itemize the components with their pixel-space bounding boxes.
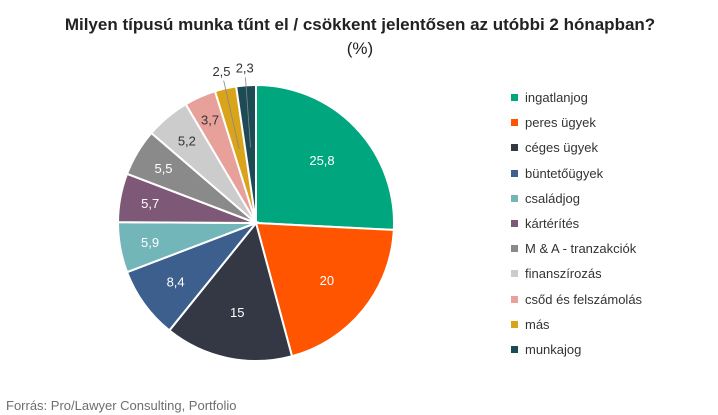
legend-swatch — [511, 119, 518, 127]
legend-swatch — [511, 295, 518, 303]
data-label: 2,3 — [236, 60, 254, 75]
legend-label: peres ügyek — [525, 115, 596, 131]
pie-slice — [255, 83, 395, 231]
data-label: 20 — [320, 273, 334, 288]
chart-legend: ingatlanjog peres ügyek céges ügyek büntető… — [511, 85, 642, 362]
legend-item: más — [511, 312, 642, 337]
legend-label: M & A - tranzakciók — [525, 241, 637, 257]
legend-swatch — [511, 194, 518, 202]
legend-label: más — [525, 316, 550, 332]
legend-swatch — [511, 245, 518, 253]
legend-item: céges ügyek — [511, 135, 642, 160]
legend-item: M & A - tranzakciók — [511, 236, 642, 261]
data-label: 5,9 — [141, 235, 159, 250]
data-label: 5,2 — [178, 133, 196, 148]
legend-swatch — [511, 169, 518, 177]
data-label: 5,7 — [141, 196, 159, 211]
legend-swatch — [511, 345, 518, 353]
legend-swatch — [511, 220, 518, 228]
legend-swatch — [511, 94, 518, 102]
legend-label: családjog — [525, 190, 580, 206]
legend-swatch — [511, 320, 518, 328]
legend-item: kártérítés — [511, 211, 642, 236]
legend-item: peres ügyek — [511, 110, 642, 135]
leader-line — [223, 80, 240, 150]
data-label: 2,5 — [212, 64, 230, 79]
legend-label: büntetőügyek — [525, 165, 604, 181]
chart-title-text: Milyen típusú munka tűnt el / csökkent j… — [64, 15, 656, 34]
legend-item: munkajog — [511, 337, 642, 362]
legend-label: kártérítés — [525, 216, 580, 232]
legend-label: csőd és felszámolás — [525, 291, 643, 307]
pie-slice — [167, 220, 294, 362]
data-label: 25,8 — [309, 153, 334, 168]
legend-item: csőd és felszámolás — [511, 287, 642, 312]
legend-item: büntetőügyek — [511, 161, 642, 186]
legend-label: finanszírozás — [525, 266, 602, 282]
legend-label: céges ügyek — [525, 140, 598, 156]
legend-item: ingatlanjog — [511, 85, 642, 110]
chart-unit-label: (%) — [346, 39, 374, 58]
legend-swatch — [511, 270, 518, 278]
legend-label: ingatlanjog — [525, 90, 588, 106]
pie-slice — [254, 221, 395, 358]
data-label: 15 — [230, 305, 244, 320]
legend-item: családjog — [511, 186, 642, 211]
leader-line — [245, 77, 251, 148]
data-label: 8,4 — [167, 274, 185, 289]
source-note: Forrás: Pro/Lawyer Consulting, Portfolio — [6, 398, 237, 413]
legend-label: munkajog — [525, 341, 582, 357]
chart-title: Milyen típusú munka tűnt el / csökkent j… — [60, 13, 660, 61]
data-label: 3,7 — [201, 113, 219, 128]
data-label: 5,5 — [154, 161, 172, 176]
legend-item: finanszírozás — [511, 261, 642, 286]
legend-swatch — [511, 144, 518, 152]
